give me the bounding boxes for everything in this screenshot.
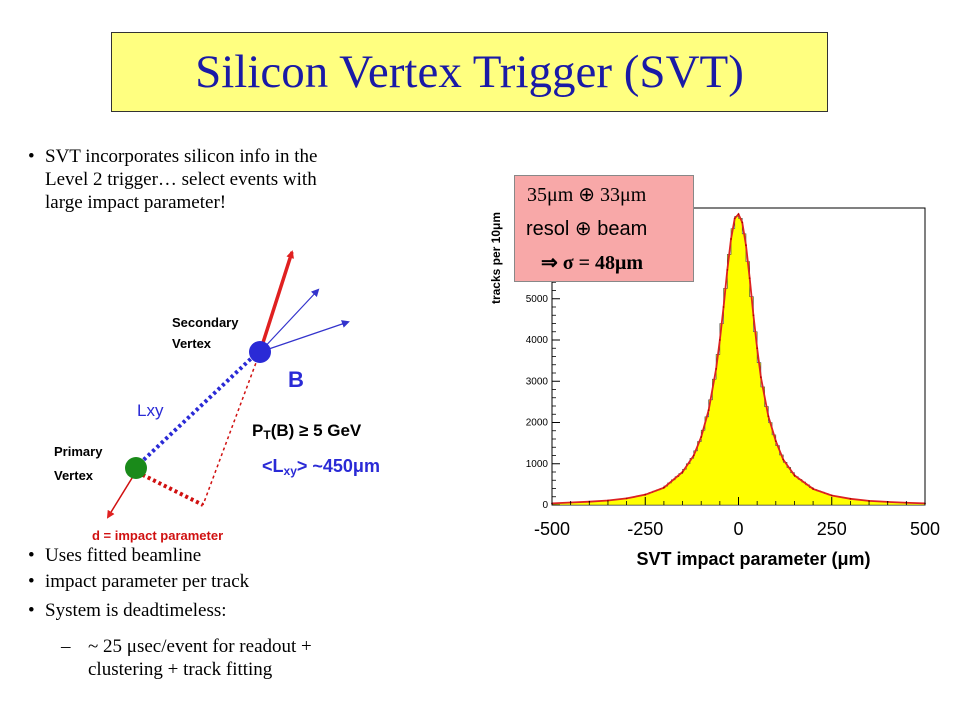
resolution-line-2: resol ⊕ beam bbox=[526, 218, 648, 240]
data-point bbox=[700, 436, 703, 438]
data-point bbox=[715, 367, 718, 370]
data-point bbox=[730, 238, 732, 240]
data-point bbox=[726, 268, 729, 271]
bullet-svt-intro: • SVT incorporates silicon info in the L… bbox=[28, 145, 398, 215]
data-point bbox=[718, 339, 721, 341]
data-point bbox=[774, 440, 777, 442]
x-tick-label: 0 bbox=[733, 519, 743, 539]
y-tick-label: 1000 bbox=[526, 459, 549, 470]
slide-title: Silicon Vertex Trigger (SVT) bbox=[195, 46, 744, 98]
bullet-text: impact parameter per track bbox=[45, 571, 250, 592]
primary-vertex-label: Vertex bbox=[54, 468, 94, 483]
data-point bbox=[782, 458, 785, 461]
data-point bbox=[752, 314, 755, 317]
data-point bbox=[733, 217, 736, 220]
sub-bullet-marker: – bbox=[61, 636, 71, 657]
bullet-list-bottom: • Uses fitted beamline • impact paramete… bbox=[28, 543, 408, 693]
bullet-item: • Uses fitted beamline bbox=[28, 543, 408, 569]
data-point bbox=[741, 221, 744, 224]
data-point bbox=[737, 213, 740, 216]
y-tick-label: 2000 bbox=[526, 418, 549, 429]
resolution-box: 35μm ⊕ 33μm resol ⊕ beam ⇒ σ = 48μm bbox=[514, 175, 694, 282]
data-point bbox=[692, 454, 695, 457]
data-point bbox=[625, 497, 628, 500]
data-point bbox=[707, 409, 710, 412]
impact-parameter-line bbox=[136, 470, 204, 507]
sub-bullet-line: ~ 25 μsec/event for readout + bbox=[88, 636, 312, 657]
bullet-item: • System is deadtimeless: bbox=[28, 598, 408, 635]
lxy-label: Lxy bbox=[137, 401, 164, 420]
data-point bbox=[830, 494, 833, 497]
data-point bbox=[722, 306, 725, 308]
data-point bbox=[849, 497, 852, 500]
data-point bbox=[644, 493, 647, 496]
sub-bullet-line: clustering + track fitting bbox=[88, 659, 273, 680]
decay-length-line bbox=[133, 350, 260, 470]
x-tick-label: -500 bbox=[534, 519, 570, 539]
y-tick-label: 0 bbox=[542, 500, 548, 511]
secondary-vertex bbox=[249, 341, 271, 363]
impact-parameter-label: d = impact parameter bbox=[92, 528, 223, 543]
bullet-item: • impact parameter per track bbox=[28, 569, 408, 598]
pt-label: PT(B) ≥ 5 GeV bbox=[252, 421, 362, 442]
bullet-line: large impact parameter! bbox=[45, 192, 227, 213]
x-tick-label: 250 bbox=[817, 519, 847, 539]
track-arrow bbox=[259, 320, 350, 353]
b-label: B bbox=[288, 367, 304, 392]
histogram-y-axis-label: tracks per 10μm bbox=[489, 212, 503, 304]
vertex-diagram: Secondary Vertex Primary Vertex B Lxy PT… bbox=[54, 250, 380, 543]
data-point bbox=[745, 244, 747, 247]
y-tick-label: 3000 bbox=[526, 376, 549, 387]
primary-vertex-label: Primary bbox=[54, 444, 103, 459]
bullet-text: Uses fitted beamline bbox=[45, 545, 202, 566]
data-point bbox=[793, 474, 796, 477]
data-point bbox=[756, 347, 759, 350]
title-box: Silicon Vertex Trigger (SVT) bbox=[111, 32, 828, 112]
data-point bbox=[663, 486, 665, 489]
bullet-marker: • bbox=[28, 571, 35, 592]
x-tick-label: -250 bbox=[627, 519, 663, 539]
y-tick-label: 4000 bbox=[526, 335, 549, 346]
histogram-x-axis-label: SVT impact parameter (μm) bbox=[636, 549, 870, 569]
data-point bbox=[681, 471, 684, 473]
data-point bbox=[759, 376, 762, 379]
y-tick-label: 5000 bbox=[526, 294, 549, 305]
bullet-marker: • bbox=[28, 146, 35, 167]
secondary-vertex-label: Vertex bbox=[172, 336, 212, 351]
x-tick-label: 500 bbox=[910, 519, 940, 539]
histogram-plot bbox=[551, 212, 926, 506]
bullet-text: System is deadtimeless: bbox=[45, 600, 227, 621]
lxy-value-label: <Lxy> ~450μm bbox=[262, 456, 380, 478]
primary-vertex bbox=[125, 457, 147, 479]
bullet-line: SVT incorporates silicon info in the bbox=[45, 146, 318, 167]
data-point bbox=[868, 499, 870, 502]
secondary-vertex-label: Secondary bbox=[172, 315, 239, 330]
data-point bbox=[748, 277, 751, 280]
track-arrow bbox=[259, 288, 320, 353]
b-track-arrow bbox=[258, 250, 294, 353]
data-point bbox=[812, 488, 814, 490]
data-point bbox=[607, 499, 609, 502]
resolution-line-3: ⇒ σ = 48μm bbox=[541, 252, 644, 274]
bullet-line: Level 2 trigger… select events with bbox=[45, 169, 317, 190]
data-point bbox=[767, 415, 770, 418]
resolution-line-1: 35μm ⊕ 33μm bbox=[527, 184, 647, 206]
bullet-marker: • bbox=[28, 600, 35, 621]
sub-bullet-item: – ~ 25 μsec/event for readout + clusteri… bbox=[28, 635, 408, 685]
bullet-marker: • bbox=[28, 545, 35, 566]
impact-parameter-histogram: 0100020003000400050006000-500-2500250500… bbox=[489, 207, 940, 569]
